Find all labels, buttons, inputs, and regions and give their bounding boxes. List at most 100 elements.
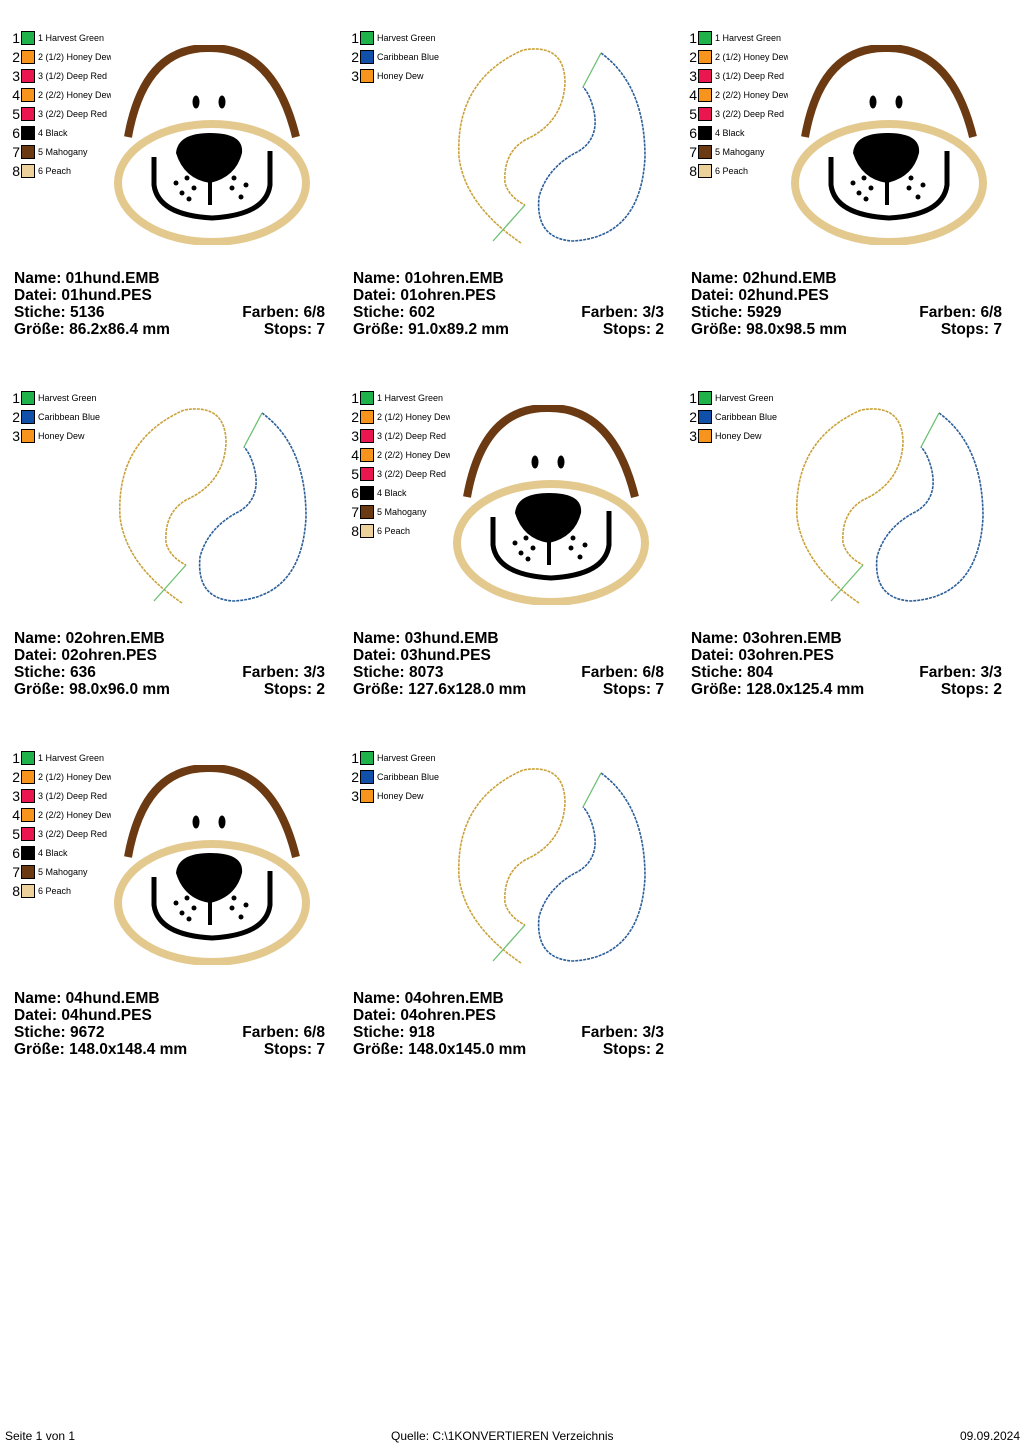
color-name: Honey Dew [38,430,85,441]
color-name: 3 (2/2) Deep Red [38,828,108,839]
design-card: 1 Harvest Green 2 Caribbean Blue 3 Honey… [683,388,1021,748]
color-index: 1 [689,29,697,46]
color-name: 2 (2/2) Honey Dew [38,89,111,100]
color-legend-item: 3 Honey Dew [12,426,100,445]
color-legend: 1 Harvest Green 2 Caribbean Blue 3 Honey… [351,28,439,85]
color-name: Honey Dew [715,430,762,441]
color-legend-item: 2 Caribbean Blue [351,47,439,66]
color-name: Honey Dew [377,70,424,81]
color-legend-item: 3 3 (1/2) Deep Red [689,66,788,85]
color-legend-item: 4 2 (2/2) Honey Dew [12,805,111,824]
color-index: 4 [351,446,359,463]
right-ear-outline [198,412,307,602]
color-index: 5 [12,825,20,842]
eye-right [218,95,226,109]
color-index: 7 [689,143,697,160]
design-preview [453,403,653,606]
left-ear-outline [796,408,904,604]
ears-design [119,408,307,604]
color-index: 6 [12,844,20,861]
design-file: Datei: 04ohren.PES [353,1007,496,1024]
color-name: 3 (2/2) Deep Red [377,468,447,479]
design-file: Datei: 04hund.PES [14,1007,152,1024]
color-swatch [21,87,35,102]
color-index: 1 [12,749,20,766]
color-swatch [21,826,35,841]
color-legend-item: 3 3 (1/2) Deep Red [12,66,111,85]
color-count: Farben: 3/3 [581,304,664,321]
color-legend-item: 2 2 (1/2) Honey Dew [689,47,788,66]
stitch-count: Stiche: 9672 [14,1024,105,1041]
design-info: Name: 03hund.EMB Datei: 03hund.PES Stich… [353,630,664,698]
color-name: 2 (2/2) Honey Dew [715,89,788,100]
eye-left [869,95,877,109]
color-swatch [698,428,712,443]
color-name: 3 (2/2) Deep Red [38,108,108,119]
color-index: 3 [12,67,20,84]
color-swatch [360,409,374,424]
design-info: Name: 04ohren.EMB Datei: 04ohren.PES Sti… [353,990,664,1058]
design-size: Größe: 148.0x145.0 mm [353,1041,527,1058]
design-preview [114,405,314,605]
design-card: 1 1 Harvest Green 2 2 (1/2) Honey Dew 3 … [6,28,344,388]
color-index: 4 [12,86,20,103]
color-legend-item: 1 Harvest Green [351,748,439,767]
color-name: 4 Black [38,847,68,858]
color-legend-item: 1 Harvest Green [351,28,439,47]
design-card: 1 1 Harvest Green 2 2 (1/2) Honey Dew 3 … [345,388,683,748]
ear-arc [124,763,300,858]
design-card: 1 1 Harvest Green 2 2 (1/2) Honey Dew 3 … [6,748,344,1108]
color-index: 2 [351,768,359,785]
color-index: 2 [12,408,20,425]
color-legend-item: 4 2 (2/2) Honey Dew [351,445,450,464]
stitch-count: Stiche: 602 [353,304,435,321]
color-name: 3 (1/2) Deep Red [38,70,108,81]
color-name: Harvest Green [377,32,436,43]
mouth [490,511,612,581]
dog-face-design [453,403,649,606]
color-count: Farben: 6/8 [242,304,325,321]
color-name: Harvest Green [377,752,436,763]
color-index: 7 [12,143,20,160]
nose [176,853,243,903]
color-index: 3 [689,67,697,84]
design-preview [453,45,653,245]
color-index: 5 [351,465,359,482]
color-name: 5 Mahogany [715,146,765,157]
color-name: 2 (1/2) Honey Dew [38,771,111,782]
design-preview [114,763,314,966]
color-index: 1 [689,389,697,406]
color-swatch [21,144,35,159]
color-index: 3 [12,427,20,444]
color-swatch [698,49,712,64]
stop-count: Stops: 2 [263,681,325,698]
design-file: Datei: 01hund.PES [14,287,152,304]
color-swatch [698,390,712,405]
stop-count: Stops: 7 [940,321,1002,338]
color-swatch [21,845,35,860]
color-index: 8 [689,162,697,179]
nose [515,493,582,543]
design-size: Größe: 127.6x128.0 mm [353,681,527,698]
dog-face-design [791,43,987,246]
color-name: Caribbean Blue [38,411,101,422]
design-file: Datei: 01ohren.PES [353,287,496,304]
color-legend-item: 8 6 Peach [12,881,111,900]
color-index: 1 [12,29,20,46]
color-name: Honey Dew [377,790,424,801]
design-name: Name: 02ohren.EMB [14,630,165,647]
design-preview [453,765,653,965]
color-index: 3 [689,427,697,444]
color-count: Farben: 3/3 [242,664,325,681]
design-info: Name: 03ohren.EMB Datei: 03ohren.PES Sti… [691,630,1002,698]
color-name: 5 Mahogany [38,866,88,877]
color-legend-item: 1 1 Harvest Green [689,28,788,47]
color-name: 1 Harvest Green [715,32,782,43]
color-index: 3 [12,787,20,804]
color-legend-item: 1 1 Harvest Green [351,388,450,407]
color-name: 5 Mahogany [377,506,427,517]
color-index: 8 [351,522,359,539]
design-info: Name: 01ohren.EMB Datei: 01ohren.PES Sti… [353,270,664,338]
color-legend-item: 5 3 (2/2) Deep Red [351,464,450,483]
right-ear-outline [537,772,646,962]
